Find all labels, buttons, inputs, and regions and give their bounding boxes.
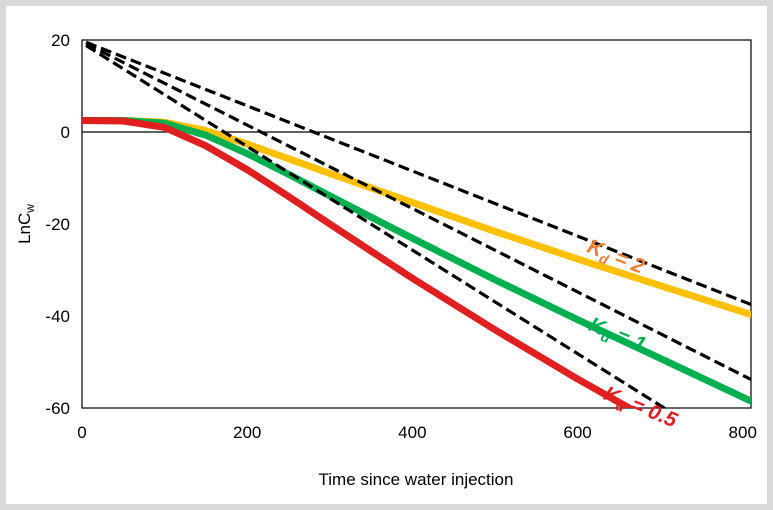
y-tick-label: 20 [51, 31, 70, 50]
series-line [82, 117, 637, 408]
x-tick-label: 400 [398, 423, 426, 442]
y-axis-title-main: LnC [15, 213, 34, 244]
series-line-dashed [85, 40, 751, 306]
y-tick-label: -20 [45, 215, 70, 234]
y-axis-title-sub: w [23, 204, 37, 214]
x-tick-label: 600 [563, 423, 591, 442]
y-tick-label: -60 [45, 399, 70, 418]
x-tick-label: 800 [729, 423, 757, 442]
series-line-dashed [85, 44, 668, 408]
x-axis-title: Time since water injection [319, 470, 514, 489]
y-tick-label: -40 [45, 307, 70, 326]
y-axis-title: LnCw [15, 204, 37, 244]
x-tick-label: 200 [233, 423, 261, 442]
y-tick-label: 0 [61, 123, 70, 142]
x-tick-label: 0 [77, 423, 86, 442]
series-line-dashed [85, 42, 751, 381]
